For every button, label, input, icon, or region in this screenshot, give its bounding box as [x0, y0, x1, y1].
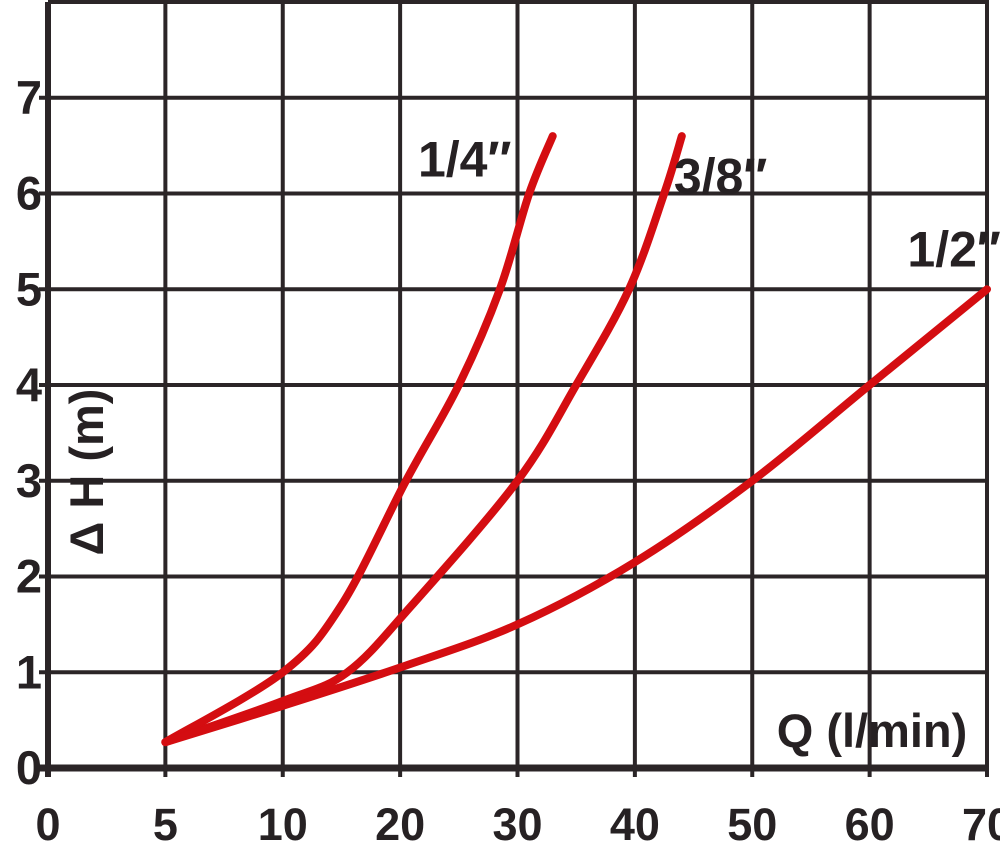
x-tick-labels: 0 5 10 20 30 40 50 60 70 — [35, 799, 1000, 843]
curve-label-12-inch: 1/2″ — [907, 221, 1000, 277]
y-axis-label: Δ H (m) — [60, 389, 113, 556]
x-tick-label-0: 0 — [35, 799, 60, 843]
x-tick-label-40: 40 — [610, 799, 660, 843]
curve-label-38-inch: 3/8″ — [674, 149, 768, 205]
x-tick-label-20: 20 — [375, 799, 425, 843]
y-tick-label-0: 0 — [16, 741, 42, 794]
curves — [161, 132, 991, 747]
y-tick-label-4: 4 — [16, 358, 42, 411]
y-tick-label-6: 6 — [16, 167, 42, 220]
curve-label-14-inch: 1/4″ — [418, 131, 512, 187]
x-tick-label-10: 10 — [258, 799, 308, 843]
curve-38-inch — [161, 132, 686, 747]
curve-12-inch — [161, 285, 991, 747]
x-tick-label-50: 50 — [727, 799, 777, 843]
curve-14-inch — [161, 132, 557, 747]
y-tick-label-7: 7 — [16, 71, 42, 124]
x-axis-label: Q (l/min) — [777, 704, 968, 757]
curve-labels: 1/4″ 3/8″ 1/2″ — [418, 131, 1000, 277]
x-tick-label-60: 60 — [845, 799, 895, 843]
y-tick-label-1: 1 — [16, 645, 42, 698]
y-tick-label-5: 5 — [16, 262, 42, 315]
y-tick-labels: 0 1 2 3 4 5 6 7 — [16, 71, 42, 794]
grid-lines — [39, 0, 989, 777]
x-tick-label-70: 70 — [962, 799, 1000, 843]
x-tick-label-30: 30 — [492, 799, 542, 843]
y-tick-label-3: 3 — [16, 454, 42, 507]
x-tick-label-5: 5 — [153, 799, 178, 843]
y-tick-label-2: 2 — [16, 550, 42, 603]
